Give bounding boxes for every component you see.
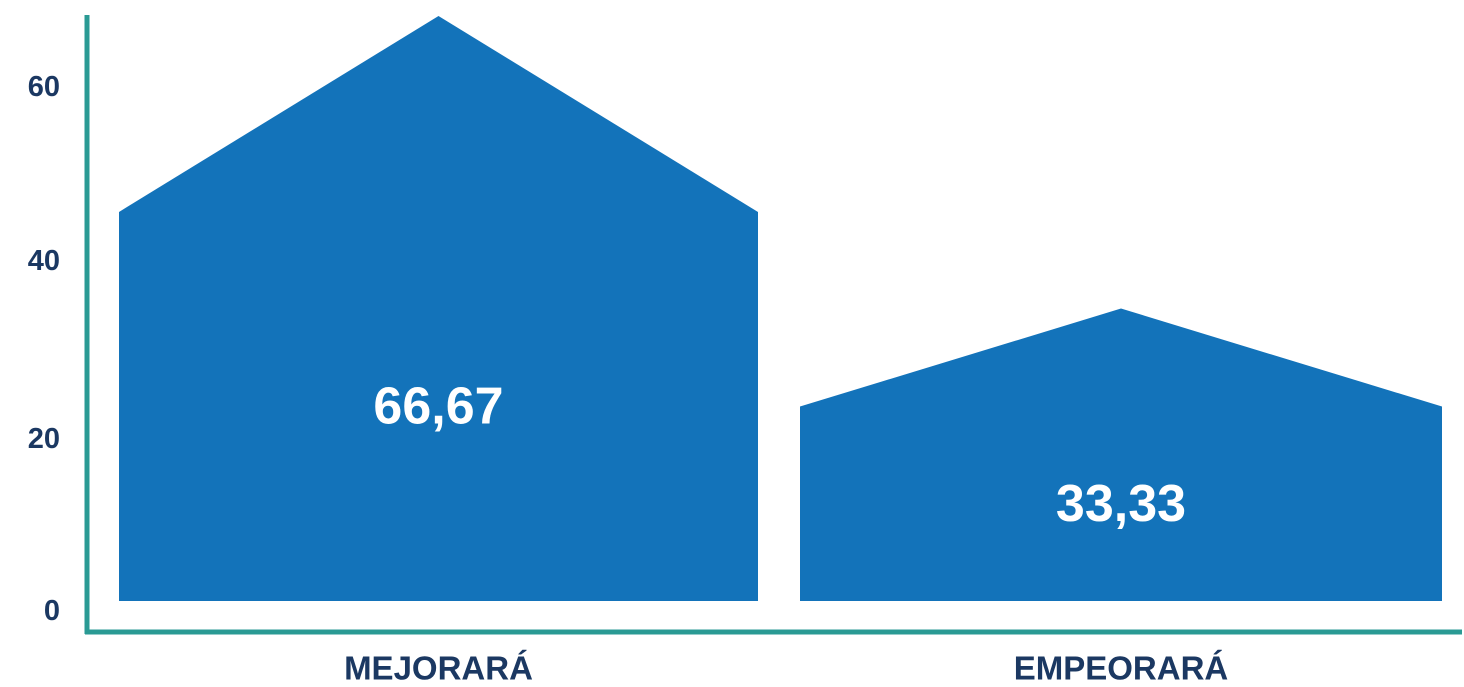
y-tick-label-0: 0 bbox=[44, 595, 60, 627]
y-tick-label-20: 20 bbox=[28, 423, 60, 455]
y-tick-label-60: 60 bbox=[28, 71, 60, 103]
y-tick-labels-group: 0 20 40 60 bbox=[28, 71, 60, 627]
bar-1 bbox=[119, 15, 758, 601]
data-label-2: 33,33 bbox=[1056, 475, 1186, 533]
category-label-2: EMPEORARÁ bbox=[1014, 650, 1229, 687]
bar-2 bbox=[800, 308, 1442, 601]
y-tick-label-40: 40 bbox=[28, 245, 60, 277]
category-label-1: MEJORARÁ bbox=[344, 650, 533, 687]
data-labels-group: 66,67 33,33 bbox=[373, 377, 1186, 532]
bars-group bbox=[119, 15, 1442, 601]
data-label-1: 66,67 bbox=[373, 377, 503, 435]
category-labels-group: MEJORARÁ EMPEORARÁ bbox=[344, 650, 1228, 687]
